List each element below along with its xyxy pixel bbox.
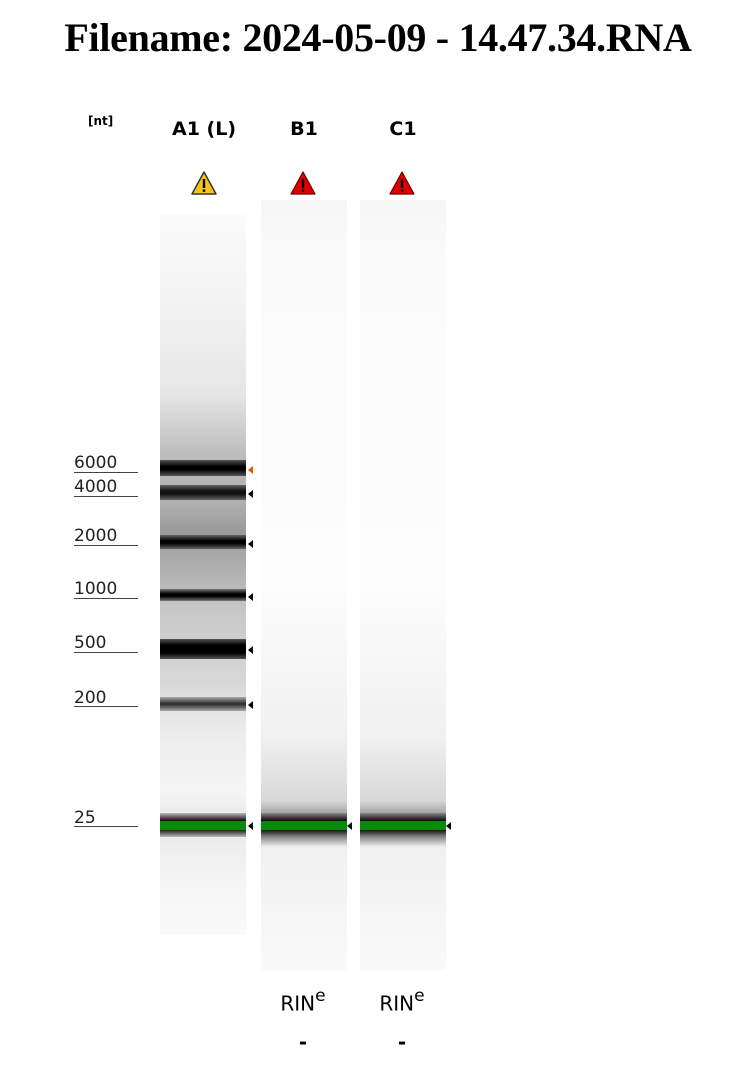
marker-arrow-25	[446, 822, 451, 830]
ladder-tick	[74, 545, 138, 546]
ladder-label-6000: 6000	[74, 453, 118, 473]
gel-lane-b1[interactable]	[261, 200, 347, 970]
lower-marker-band	[160, 821, 246, 830]
band-4000	[160, 485, 246, 500]
unit-label: [nt]	[88, 114, 114, 128]
lower-marker-band	[261, 821, 347, 830]
lane-smear	[261, 200, 347, 970]
marker-arrow-2000	[248, 540, 253, 548]
ladder-label-2000: 2000	[74, 526, 118, 546]
lane-header-b1: B1	[290, 118, 318, 140]
gel-lane-a1[interactable]	[160, 215, 246, 935]
lower-marker-band	[360, 821, 446, 830]
rin-label-b1: RINe	[268, 986, 338, 1016]
ladder-tick	[74, 496, 138, 497]
ladder-tick	[74, 598, 138, 599]
marker-arrow-25	[248, 822, 253, 830]
rin-text: RIN	[379, 991, 415, 1016]
marker-arrow-6000	[248, 466, 253, 474]
red-warning-icon[interactable]	[289, 170, 317, 196]
ladder-tick	[74, 472, 138, 473]
marker-arrow-200	[248, 701, 253, 709]
band-200	[160, 697, 246, 711]
band-1000	[160, 589, 246, 601]
band-500	[160, 639, 246, 659]
marker-arrow-25	[347, 822, 352, 830]
ladder-label-500: 500	[74, 633, 107, 653]
ladder-label-25: 25	[74, 808, 96, 828]
ladder-tick	[74, 652, 138, 653]
marker-arrow-500	[248, 646, 253, 654]
ladder-tick	[74, 826, 138, 827]
yellow-warning-icon[interactable]	[190, 170, 218, 196]
rin-value-b1: -	[298, 1030, 308, 1054]
red-warning-icon[interactable]	[388, 170, 416, 196]
page-title: Filename: 2024-05-09 - 14.47.34.RNA	[64, 15, 692, 60]
ladder-tick	[74, 706, 138, 707]
marker-arrow-4000	[248, 490, 253, 498]
ladder-label-1000: 1000	[74, 579, 118, 599]
band-6000	[160, 460, 246, 476]
rin-sup: e	[315, 986, 326, 1006]
rin-sup: e	[414, 986, 425, 1006]
marker-arrow-1000	[248, 593, 253, 601]
rin-label-c1: RINe	[367, 986, 437, 1016]
lane-header-c1: C1	[389, 118, 417, 140]
rin-text: RIN	[280, 991, 316, 1016]
band-2000	[160, 535, 246, 549]
lane-smear	[360, 200, 446, 970]
ladder-label-4000: 4000	[74, 477, 118, 497]
rin-value-c1: -	[397, 1030, 407, 1054]
ladder-label-200: 200	[74, 688, 107, 708]
gel-lane-c1[interactable]	[360, 200, 446, 970]
lane-header-a1: A1 (L)	[171, 118, 236, 140]
